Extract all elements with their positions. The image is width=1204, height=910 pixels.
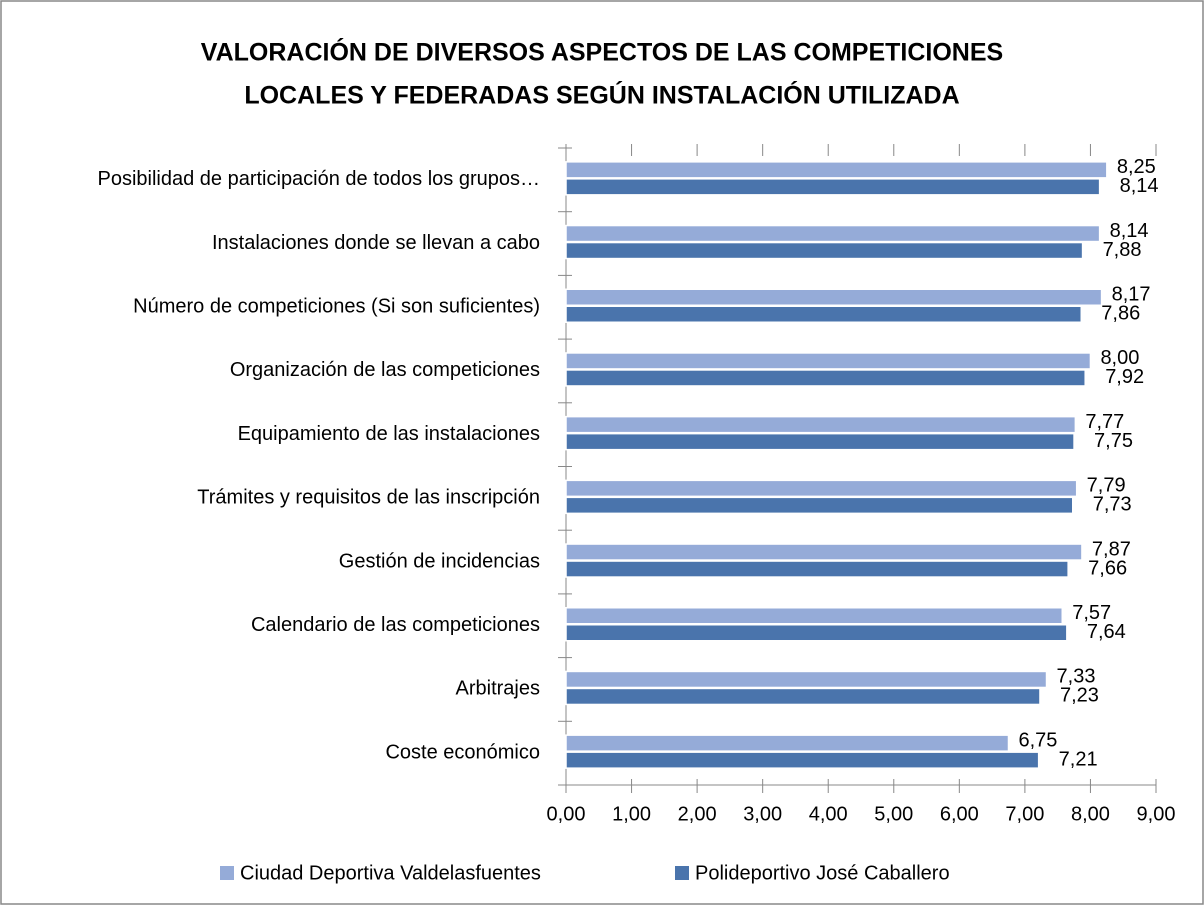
y-tick-label: Trámites y requisitos de las inscripción	[197, 487, 540, 509]
y-tick-label: Equipamiento de las instalaciones	[238, 423, 540, 445]
y-tick-label: Número de competiciones (Si son suficien…	[133, 296, 540, 318]
bar	[565, 607, 1064, 625]
x-tick-label: 8,00	[1071, 803, 1110, 825]
bar	[565, 288, 1103, 306]
bar	[565, 624, 1068, 642]
bar	[565, 734, 1010, 752]
x-tick-label: 0,00	[547, 803, 586, 825]
x-tick-label: 3,00	[743, 803, 782, 825]
y-tick-label: Calendario de las competiciones	[251, 614, 540, 636]
value-label: 7,86	[1101, 303, 1140, 325]
value-label: 8,00	[1100, 347, 1139, 369]
y-tick-label: Instalaciones donde se llevan a cabo	[212, 232, 540, 254]
x-tick-label: 1,00	[612, 803, 651, 825]
x-tick-label: 2,00	[678, 803, 717, 825]
bar	[565, 751, 1040, 769]
value-label: 7,21	[1059, 748, 1098, 770]
value-label: 7,57	[1072, 602, 1111, 624]
value-label: 7,23	[1060, 685, 1099, 707]
value-label: 6,75	[1019, 729, 1058, 751]
x-tick-label: 5,00	[874, 803, 913, 825]
value-label: 7,87	[1092, 538, 1131, 560]
bar	[565, 543, 1083, 561]
value-label: 8,14	[1120, 175, 1159, 197]
x-tick-label: 7,00	[1005, 803, 1044, 825]
value-label: 7,79	[1087, 475, 1126, 497]
bar	[565, 241, 1084, 260]
bar	[565, 415, 1077, 434]
legend-swatch	[220, 866, 234, 880]
chart-title: LOCALES Y FEDERADAS SEGÚN INSTALACIÓN UT…	[244, 80, 959, 110]
bar	[565, 224, 1101, 243]
value-label: 7,77	[1085, 411, 1124, 433]
y-tick-label: Arbitrajes	[456, 678, 540, 700]
chart-title: VALORACIÓN DE DIVERSOS ASPECTOS DE LAS C…	[201, 37, 1003, 67]
bar	[565, 687, 1041, 706]
value-label: 7,92	[1105, 366, 1144, 388]
y-tick-label: Coste económico	[385, 741, 540, 763]
y-tick-label: Organización de las competiciones	[230, 359, 540, 381]
value-label: 7,73	[1093, 494, 1132, 516]
bar	[565, 560, 1069, 578]
x-tick-label: 4,00	[809, 803, 848, 825]
bar	[565, 305, 1083, 323]
y-tick-label: Posibilidad de participación de todos lo…	[98, 168, 541, 190]
bar	[565, 432, 1075, 451]
legend-label: Polideportivo José Caballero	[695, 862, 950, 884]
value-label: 7,66	[1088, 557, 1127, 579]
bar	[565, 496, 1074, 515]
bar	[565, 670, 1048, 689]
value-label: 8,17	[1112, 284, 1151, 306]
legend-label: Ciudad Deportiva Valdelasfuentes	[240, 862, 541, 884]
value-label: 8,14	[1110, 220, 1149, 242]
y-tick-label: Gestión de incidencias	[339, 550, 540, 572]
bar	[565, 479, 1078, 498]
value-label: 7,75	[1094, 430, 1133, 452]
bar	[565, 352, 1092, 370]
value-label: 7,33	[1057, 666, 1096, 688]
value-label: 8,25	[1117, 156, 1156, 178]
x-tick-label: 6,00	[940, 803, 979, 825]
x-tick-label: 9,00	[1137, 803, 1176, 825]
value-label: 7,64	[1087, 621, 1126, 643]
bar	[565, 178, 1101, 196]
value-label: 7,88	[1103, 239, 1142, 261]
bar	[565, 161, 1108, 179]
bar	[565, 369, 1086, 387]
legend-swatch	[675, 866, 689, 880]
